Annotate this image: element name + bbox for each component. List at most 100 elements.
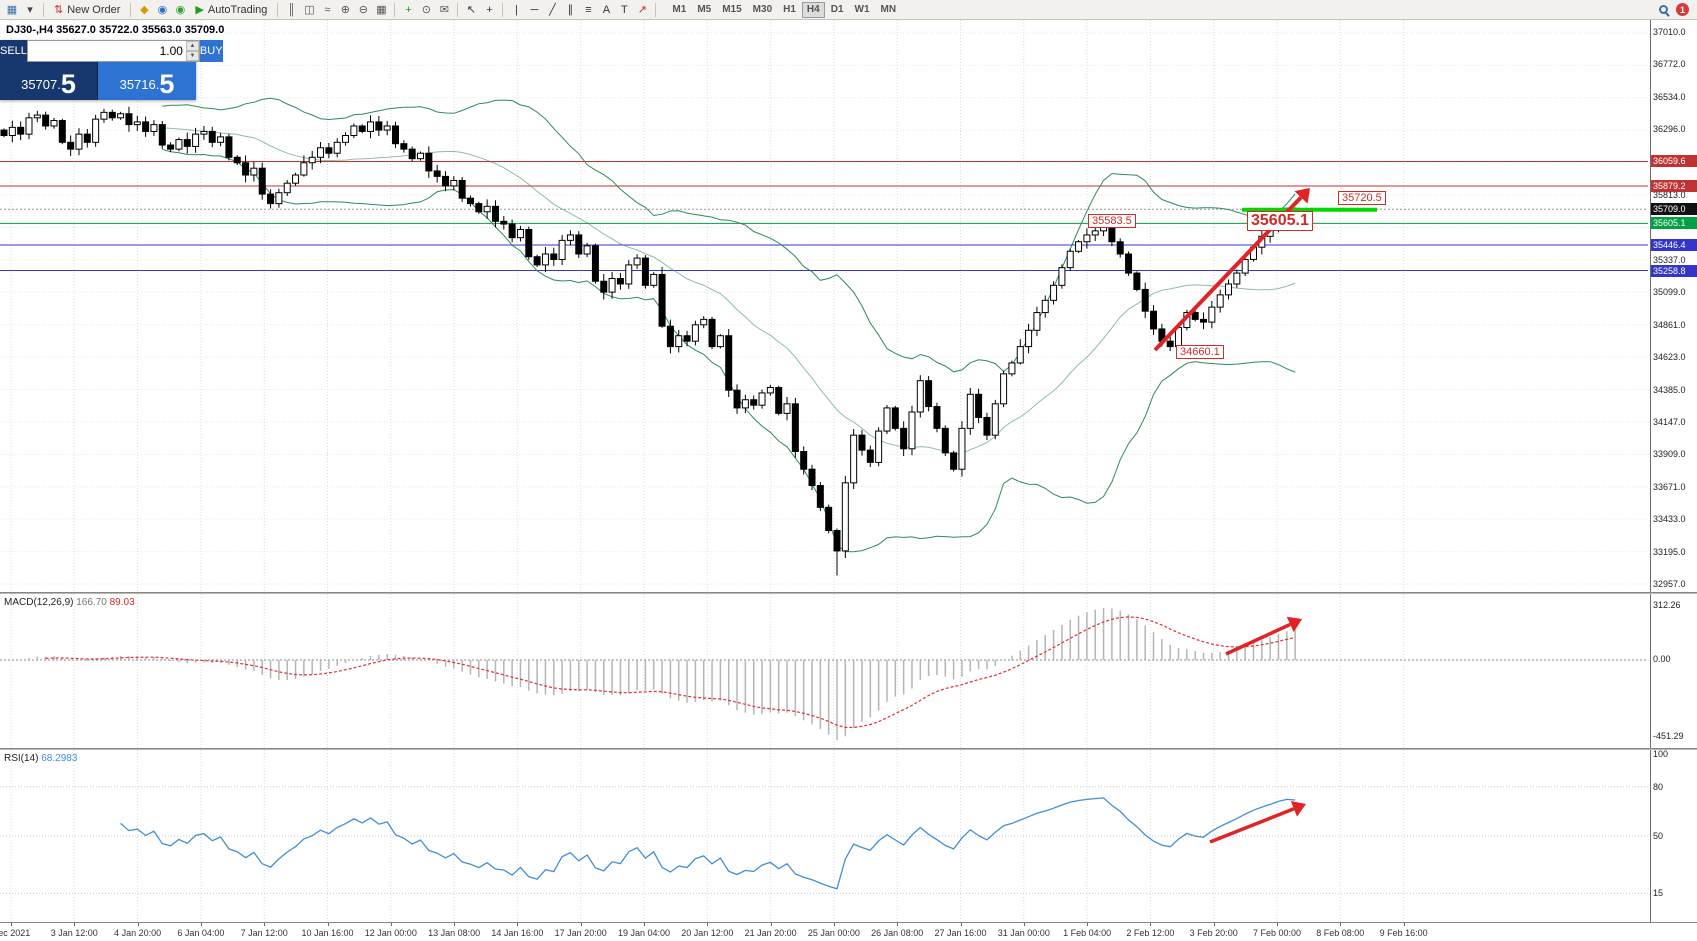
timeframe-h4[interactable]: H4 <box>801 1 825 18</box>
time-axis-label: 7 Jan 12:00 <box>240 928 288 938</box>
new-order-button[interactable]: ⇅ New Order <box>49 2 125 18</box>
metaeditor-icon[interactable]: ◆ <box>140 4 149 16</box>
time-axis-tick <box>644 923 645 926</box>
timeframe-toolbar: M1 M5 M15 M30 H1 H4 D1 W1 MN <box>667 1 901 18</box>
panel-splitter[interactable] <box>0 748 1697 750</box>
rsi-canvas[interactable] <box>0 750 1697 922</box>
price-chart-panel <box>0 20 1697 592</box>
time-axis[interactable]: Dec 2021 3 Jan 12:00 4 Jan 20:00 6 Jan 04:0… <box>0 922 1697 941</box>
horizontal-line-icon[interactable]: ─ <box>530 3 539 16</box>
toolbar-separator <box>655 2 657 17</box>
line-chart-icon[interactable]: ≈ <box>324 3 331 16</box>
time-axis-label: Dec 2021 <box>0 928 31 938</box>
text-icon[interactable]: A <box>602 3 611 16</box>
rsi-scale-label: 15 <box>1653 888 1664 899</box>
time-axis-tick <box>1340 923 1342 926</box>
time-axis-label: 12 Jan 00:00 <box>364 928 417 938</box>
chart-window-icon[interactable]: ▦ <box>6 4 18 16</box>
trendline-icon[interactable]: ╱ <box>549 4 556 16</box>
candlesticks <box>0 106 1299 576</box>
macd-signal-line <box>45 616 1296 729</box>
time-axis-label: 27 Jan 16:00 <box>934 928 987 938</box>
new-order-button-icon: ⇅ <box>54 4 64 16</box>
zoom-out-icon[interactable]: ⊖ <box>358 4 369 16</box>
macd-label: MACD(12,26,9) <box>4 597 74 608</box>
time-axis-tick <box>264 923 266 926</box>
crosshair-icon[interactable]: + <box>486 3 493 16</box>
buy-price[interactable]: 35716. 5 <box>98 62 196 100</box>
price-axis-label: 33909.0 <box>1653 449 1686 460</box>
timeframe-m5[interactable]: M5 <box>697 3 712 15</box>
buy-button[interactable]: BUY <box>199 40 223 62</box>
sell-price[interactable]: 35707. 5 <box>0 62 98 100</box>
timeframe-m1[interactable]: M1 <box>672 3 687 15</box>
timeframe-m15[interactable]: M15 <box>722 3 742 15</box>
fibonacci-icon[interactable]: ≡ <box>585 3 592 16</box>
time-axis-label: 19 Jan 04:00 <box>617 928 671 938</box>
label-icon[interactable]: T <box>621 3 628 16</box>
periods-icon[interactable]: ⊙ <box>421 4 432 16</box>
timeframe-d1[interactable]: D1 <box>830 3 844 15</box>
search-icon[interactable] <box>1659 5 1668 14</box>
trend-arrow[interactable] <box>1225 616 1302 656</box>
price-axis-label: 34623.0 <box>1653 352 1686 363</box>
price-axis-label: 35099.0 <box>1653 287 1686 298</box>
rsi-scale-label: 100 <box>1653 749 1669 759</box>
timeframe-m30[interactable]: M30 <box>752 3 773 15</box>
price-axis-label: 32957.0 <box>1653 579 1686 590</box>
price-axis-label: 36534.0 <box>1653 91 1686 102</box>
channel-icon[interactable]: ∥ <box>567 4 574 16</box>
community-icon[interactable]: ◉ <box>175 4 186 16</box>
price-annotation-35605[interactable]: 35605.1 <box>1247 211 1313 231</box>
toolbar-separator <box>43 2 44 17</box>
vertical-line-icon[interactable]: | <box>514 3 518 16</box>
price-chart-canvas[interactable] <box>0 20 1697 592</box>
price-axis-badge: 36059.6 <box>1651 155 1697 168</box>
time-axis-tick <box>1023 923 1025 926</box>
timeframe-h1[interactable]: H1 <box>783 3 796 15</box>
price-annotation-35583[interactable]: 35583.5 <box>1088 214 1136 228</box>
candlestick-chart-icon[interactable]: ◫ <box>304 4 315 16</box>
arrow-icon[interactable]: ↗ <box>637 4 648 16</box>
price-axis-label: 36772.0 <box>1653 59 1686 70</box>
time-axis-label: 6 Jan 04:00 <box>177 928 225 938</box>
sell-button[interactable]: SELL <box>0 40 27 62</box>
time-axis-label: 31 Jan 00:00 <box>997 928 1050 938</box>
price-annotation-34660[interactable]: 34660.1 <box>1176 345 1224 359</box>
macd-header: MACD(12,26,9) 166.70 89.03 <box>4 597 135 608</box>
zoom-in-icon[interactable]: ⊕ <box>340 4 351 16</box>
rsi-line <box>120 797 1296 890</box>
timeframe-w1[interactable]: W1 <box>854 3 870 15</box>
cursor-icon[interactable]: ↖ <box>466 4 477 16</box>
resistance-highlight-line[interactable] <box>1242 207 1377 212</box>
macd-canvas[interactable] <box>0 594 1697 748</box>
time-axis-label: 3 Jan 12:00 <box>50 928 98 938</box>
bar-chart-icon[interactable]: ║ <box>287 3 296 16</box>
time-axis-tick <box>517 923 519 926</box>
toolbar-separator <box>130 2 132 17</box>
volume-up-icon[interactable]: ▲ <box>185 41 199 51</box>
toolbar-separator <box>394 2 396 17</box>
volume-down-icon[interactable]: ▼ <box>185 51 199 61</box>
panel-splitter[interactable] <box>0 592 1697 594</box>
time-axis-label: 1 Feb 04:00 <box>1063 928 1112 938</box>
autotrading-button[interactable]: ▶ AutoTrading <box>190 2 272 18</box>
dropdown-caret-icon[interactable]: ▾ <box>27 4 33 16</box>
price-annotation-35720[interactable]: 35720.5 <box>1338 191 1386 205</box>
timeframe-mn[interactable]: MN <box>880 3 897 15</box>
trend-arrow[interactable] <box>1209 800 1306 844</box>
tile-windows-icon[interactable]: ▦ <box>376 4 387 16</box>
time-axis-label: 3 Feb 20:00 <box>1189 928 1238 938</box>
templates-icon[interactable]: ✉ <box>439 4 450 16</box>
profile-icon[interactable]: ◉ <box>157 4 168 16</box>
time-axis-tick <box>390 923 392 926</box>
price-axis-label: 36296.0 <box>1653 124 1686 135</box>
time-axis-label: 4 Jan 20:00 <box>114 928 162 938</box>
notification-badge[interactable]: 1 <box>1676 3 1689 16</box>
time-axis-tick <box>833 923 835 926</box>
time-axis-label: 17 Jan 20:00 <box>554 928 607 938</box>
sell-price-big-digit: 5 <box>60 69 76 99</box>
indicators-icon[interactable]: + <box>405 3 412 16</box>
time-axis-tick <box>770 923 772 926</box>
volume-input[interactable] <box>27 41 186 61</box>
